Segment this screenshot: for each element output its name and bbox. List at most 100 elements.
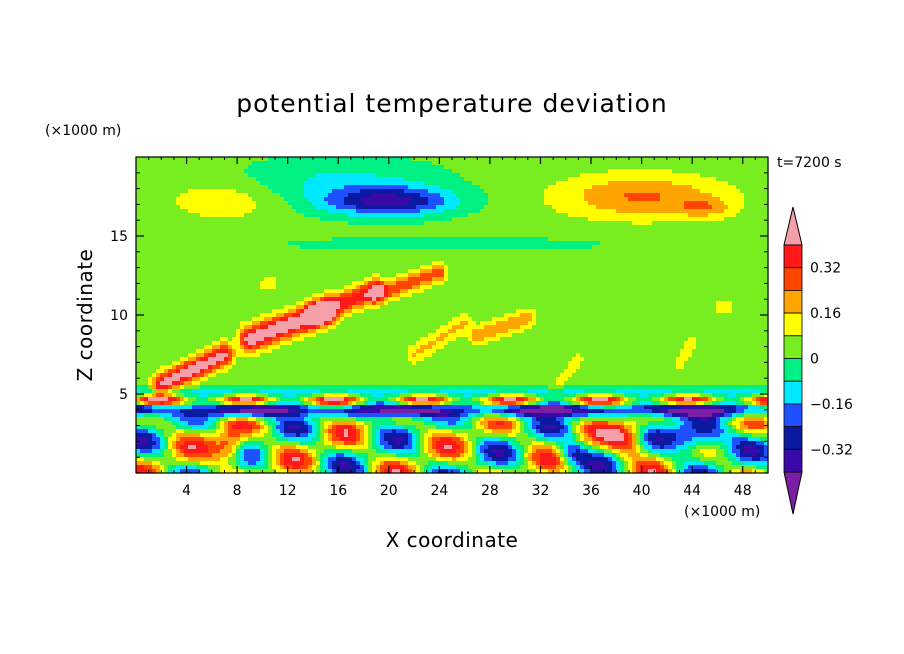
contour-cell [356, 453, 369, 458]
contour-cell [616, 389, 673, 394]
contour-cell [360, 433, 365, 438]
contour-cell [580, 361, 677, 366]
contour-cell [720, 421, 725, 426]
contour-cell [440, 333, 449, 338]
contour-cell [136, 225, 769, 230]
contour-cell [244, 445, 261, 450]
contour-cell [348, 193, 373, 198]
contour-cell [384, 297, 389, 302]
contour-cell [240, 449, 245, 454]
contour-cell [244, 169, 453, 174]
contour-cell [664, 437, 677, 442]
contour-cell [688, 413, 713, 418]
contour-cell [332, 237, 549, 242]
contour-cell [628, 469, 633, 474]
contour-cell [252, 317, 265, 322]
contour-cell [244, 333, 249, 338]
contour-cell [736, 401, 745, 406]
contour-cell [732, 417, 737, 422]
contour-cell [344, 309, 353, 314]
contour-cell [240, 325, 245, 330]
contour-cell [672, 181, 729, 186]
contour-cell [356, 401, 365, 406]
contour-cell [268, 425, 273, 430]
contour-cell [276, 457, 281, 462]
contour-cell [324, 433, 329, 438]
contour-cell [368, 461, 373, 466]
contour-cell [460, 397, 473, 402]
contour-cell [172, 385, 181, 390]
contour-cell [524, 421, 529, 426]
contour-cell [240, 445, 245, 450]
time-label: t=7200 s [777, 155, 842, 171]
contour-cell [604, 453, 613, 458]
contour-cell [260, 181, 305, 186]
contour-cell [620, 449, 637, 454]
contour-cell [480, 209, 557, 214]
contour-cell [388, 297, 401, 302]
contour-cell [264, 397, 269, 402]
contour-cell [184, 361, 193, 366]
contour-cell [340, 293, 353, 298]
contour-cell [624, 461, 629, 466]
contour-cell [384, 285, 389, 290]
contour-cell [600, 241, 769, 246]
contour-cell [672, 469, 677, 474]
contour-cell [252, 433, 265, 438]
contour-cell [264, 449, 269, 454]
contour-cell [364, 309, 517, 314]
contour-cell [392, 445, 405, 450]
contour-cell [240, 397, 253, 402]
contour-cell [200, 469, 209, 474]
contour-cell [520, 465, 529, 470]
contour-cell [136, 329, 237, 334]
contour-cell [636, 461, 661, 466]
contour-cell [592, 465, 609, 470]
contour-cell [512, 453, 517, 458]
contour-cell [220, 433, 229, 438]
contour-cell [740, 425, 749, 430]
contour-cell [284, 425, 289, 430]
contour-cell [544, 201, 589, 206]
contour-cell [296, 305, 305, 310]
contour-cell [580, 397, 585, 402]
contour-cell [424, 289, 769, 294]
contour-cell [692, 353, 769, 358]
contour-fills [136, 157, 769, 474]
contour-cell [556, 457, 561, 462]
contour-cell [328, 433, 333, 438]
contour-cell [400, 461, 409, 466]
contour-cell [232, 337, 241, 342]
contour-cell [372, 405, 413, 410]
contour-cell [472, 337, 485, 342]
contour-cell [236, 353, 261, 358]
contour-cell [416, 449, 421, 454]
contour-cell [428, 437, 433, 442]
colorbar-band [783, 426, 803, 450]
contour-cell [612, 453, 617, 458]
contour-cell [620, 453, 629, 458]
contour-cell [160, 365, 173, 370]
contour-cell [716, 417, 721, 422]
contour-cell [680, 417, 689, 422]
colorbar-band [783, 335, 803, 359]
contour-cell [312, 461, 317, 466]
contour-cell [508, 457, 517, 462]
contour-cell [572, 465, 577, 470]
contour-cell [184, 429, 217, 434]
contour-cell [380, 281, 385, 286]
contour-cell [696, 337, 769, 342]
contour-cell [608, 397, 617, 402]
contour-cell [664, 445, 677, 450]
contour-cell [384, 301, 389, 306]
contour-cell [480, 397, 489, 402]
contour-cell [464, 177, 569, 182]
contour-cell [320, 465, 325, 470]
contour-cell [572, 437, 577, 442]
contour-cell [476, 413, 485, 418]
contour-cell [444, 445, 453, 450]
contour-cell [360, 189, 405, 194]
contour-cell [472, 425, 477, 430]
contour-cell [260, 445, 269, 450]
contour-cell [200, 461, 229, 466]
